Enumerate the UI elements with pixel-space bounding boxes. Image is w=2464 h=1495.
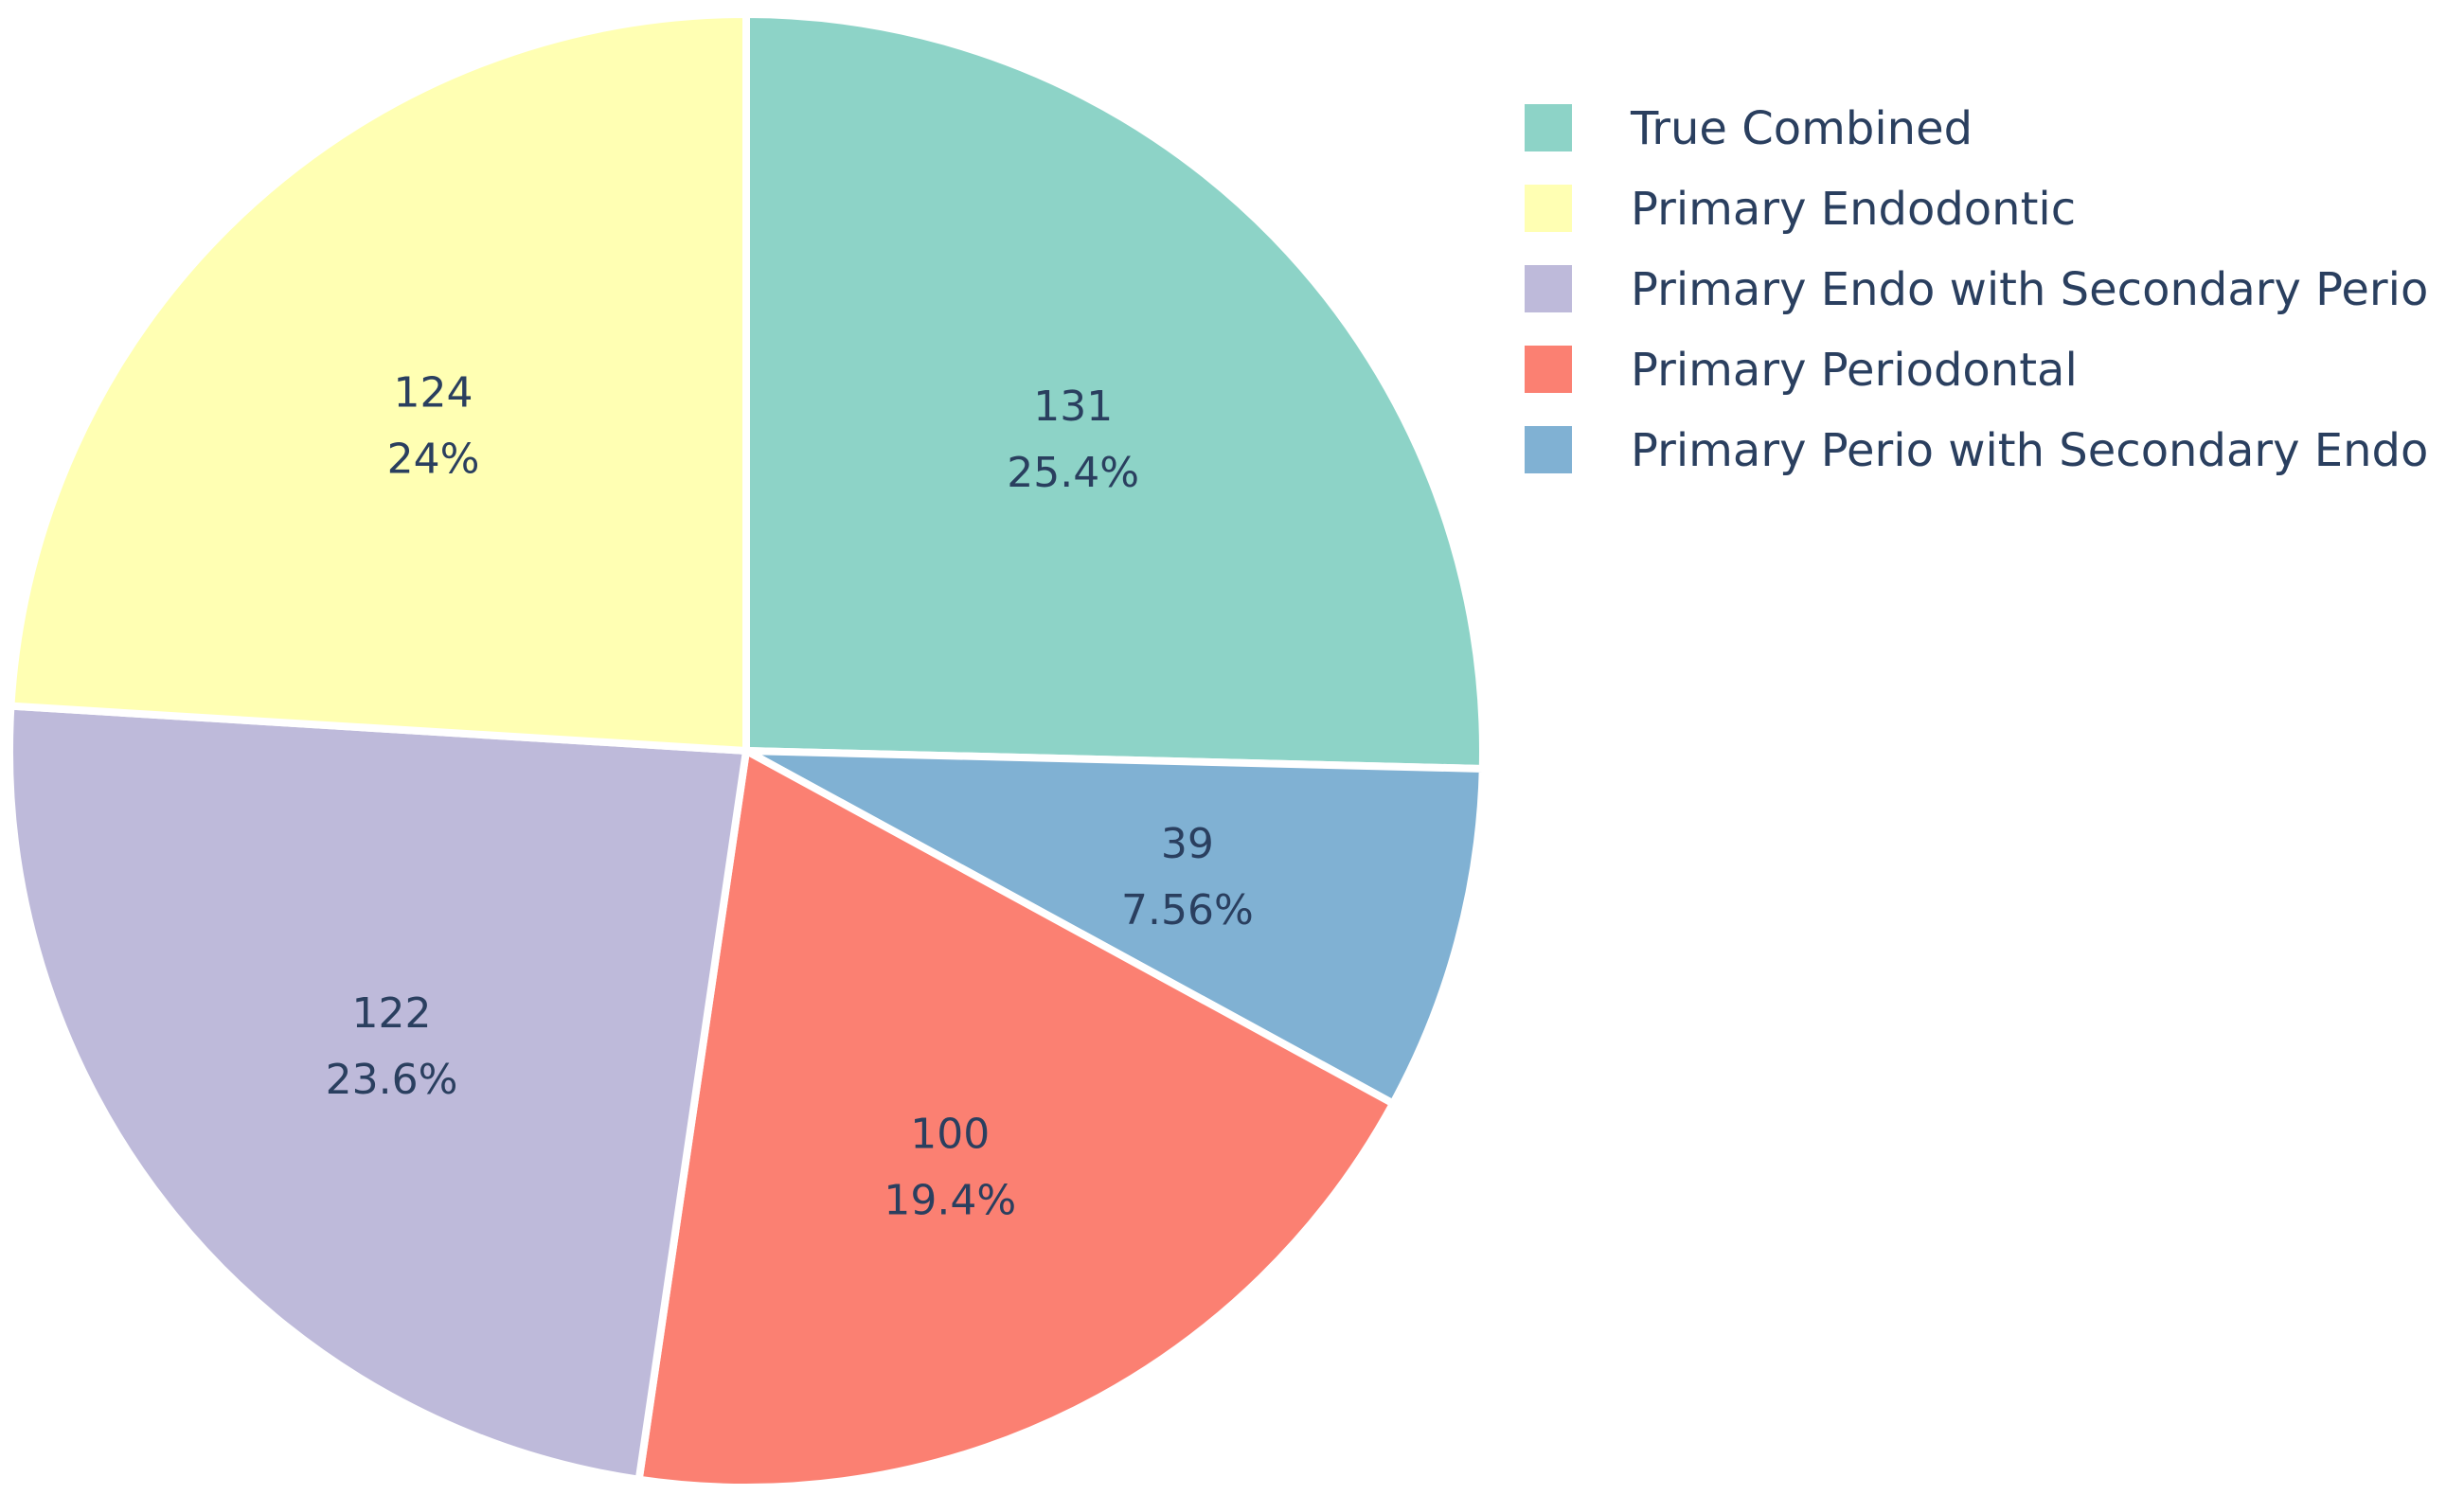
slice-percent-label: 19.4% — [884, 1177, 1016, 1225]
legend-label: Primary Endodontic — [1631, 183, 2076, 236]
slice-percent-label: 7.56% — [1121, 886, 1254, 934]
pie-slice-primary-periodontal — [634, 747, 1398, 1491]
legend-label: Primary Periodontal — [1631, 344, 2078, 397]
slice-percent-label: 23.6% — [326, 1056, 458, 1104]
legend-label: True Combined — [1630, 102, 1973, 155]
slice-value-label: 124 — [394, 369, 473, 418]
slice-percent-label: 24% — [387, 436, 480, 484]
legend-item[interactable]: Primary Endo with Secondary Perio — [1525, 263, 2428, 316]
legend-label: Primary Perio with Secondary Endo — [1631, 424, 2428, 477]
legend-item[interactable]: Primary Endodontic — [1525, 183, 2076, 236]
pie-slice-primary-endodontic — [7, 10, 750, 755]
pie-slice-primary-endo-with-secondary-perio — [5, 702, 750, 1484]
legend-item[interactable]: True Combined — [1525, 102, 1973, 155]
legend-item[interactable]: Primary Periodontal — [1525, 344, 2078, 397]
legend-swatch — [1525, 185, 1572, 232]
legend-swatch — [1525, 426, 1572, 473]
legend-swatch — [1525, 346, 1572, 393]
slice-percent-label: 25.4% — [1007, 449, 1139, 497]
legend: True Combined Primary Endodontic Primary E… — [1525, 102, 2428, 477]
legend-swatch — [1525, 265, 1572, 312]
legend-item[interactable]: Primary Perio with Secondary Endo — [1525, 424, 2428, 477]
pie-slice-true-combined — [742, 10, 1487, 773]
slice-value-label: 39 — [1161, 820, 1214, 868]
pie-slices — [5, 10, 1487, 1491]
legend-swatch — [1525, 104, 1572, 151]
pie-slice-labels: 131 25.4% 39 7.56% 100 19.4% 122 23.6% 124 24% — [326, 369, 1254, 1225]
slice-value-label: 122 — [352, 989, 432, 1038]
pie-slice-primary-perio-with-secondary-endo — [742, 747, 1487, 1108]
slice-value-label: 100 — [910, 1111, 990, 1159]
slice-value-label: 131 — [1033, 383, 1113, 431]
legend-label: Primary Endo with Secondary Perio — [1631, 263, 2428, 316]
